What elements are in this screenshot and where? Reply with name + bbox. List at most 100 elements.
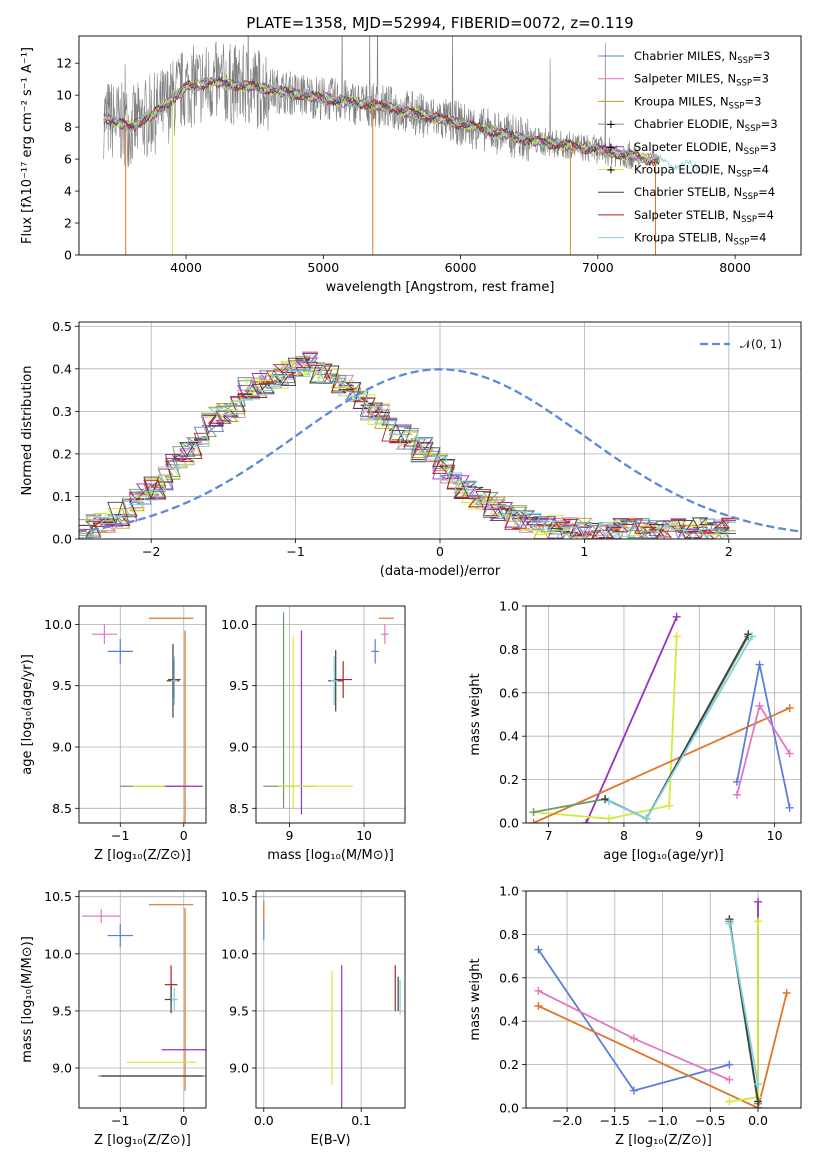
weight-line: [533, 635, 750, 820]
y-tick-label: 0.6: [499, 685, 519, 700]
x-tick-label: −1: [111, 1113, 129, 1128]
y-tick-label: 10.0: [44, 617, 72, 632]
legend-name: Kroupa MILES, N: [634, 94, 729, 108]
weight-marker: [665, 801, 674, 810]
y-tick-label: 10.0: [221, 946, 249, 961]
axes-frame: [78, 890, 207, 1109]
y-tick-label: 10.5: [221, 889, 249, 904]
legend-entry: Kroupa MILES, NSSP=3: [634, 94, 761, 111]
plot-area: [103, 36, 709, 255]
x-tick-label: 8000: [719, 260, 751, 275]
panel-weight-vs-age: 7 8 9 10 0.0 0.2 0.4 0.6 0.8 1.0 age [log₁₀(age/yr…: [468, 599, 802, 863]
histogram-step: [79, 360, 736, 539]
plot-area: [82, 904, 206, 1091]
y-tick-label: 0.0: [499, 816, 519, 831]
legend-entry: Chabrier ELODIE, NSSP=3: [634, 117, 778, 134]
weight-marker: [672, 632, 681, 641]
legend-suffix: =4: [758, 185, 775, 199]
x-tick-label: 6000: [445, 260, 477, 275]
y-axis-label: mass weight: [468, 673, 483, 755]
y-axis-label: Normed distribution: [20, 366, 35, 496]
x-tick-label: 5000: [307, 260, 339, 275]
legend-entry: Salpeter MILES, NSSP=3: [634, 72, 769, 89]
x-tick-label: −0.5: [695, 1113, 725, 1128]
y-tick-label: 0.4: [52, 361, 72, 376]
y-tick-label: 10.0: [44, 946, 72, 961]
y-tick-label: 10: [56, 88, 72, 103]
x-tick-label: 10: [767, 828, 783, 843]
y-tick-label: 12: [56, 56, 72, 71]
x-axis-label: Z [log₁₀(Z/Z⊙)]: [94, 1133, 191, 1148]
x-tick-label: 0: [180, 828, 188, 843]
x-tick-label: −1.5: [600, 1113, 630, 1128]
y-tick-label: 1.0: [499, 884, 519, 899]
y-tick-label: 0.2: [499, 772, 519, 787]
weight-marker: [529, 808, 538, 817]
weight-marker: [754, 897, 763, 906]
observed-spectrum: [103, 36, 640, 170]
axes-frame: [78, 605, 207, 824]
x-tick-label: 7: [545, 828, 553, 843]
weight-marker: [529, 819, 538, 823]
x-axis-label: wavelength [Angstrom, rest frame]: [326, 280, 555, 295]
x-axis-label: mass [log₁₀(M/M⊙)]: [267, 848, 394, 863]
x-tick-label: 1: [580, 544, 588, 559]
plot-area: [529, 612, 794, 823]
panel-age-vs-Z: −1 0 8.5 9.0 9.5 10.0 Z [log₁₀(Z/Z⊙)] age [log₁…: [20, 605, 207, 863]
x-tick-label: 0.1: [351, 1113, 371, 1128]
y-tick-label: 9.5: [52, 1003, 72, 1018]
y-tick-label: 0.2: [499, 1057, 519, 1072]
legend-suffix: =3: [761, 117, 778, 131]
legend-name: Salpeter STELIB, N: [634, 208, 741, 222]
y-tick-label: 9.0: [229, 1061, 249, 1076]
weight-marker: [629, 1086, 638, 1095]
weight-line: [604, 633, 750, 820]
weight-marker: [725, 1060, 734, 1069]
y-tick-label: 0.5: [52, 319, 72, 334]
panel-mass-vs-ebv: 0.0 0.1 9.0 9.5 10.0 10.5 E(B-V): [221, 889, 406, 1148]
axes-frame: [255, 605, 406, 824]
y-tick-label: 0.8: [499, 927, 519, 942]
chart-title: PLATE=1358, MJD=52994, FIBERID=0072, z=0…: [246, 14, 633, 32]
x-tick-label: 2: [725, 544, 733, 559]
y-tick-label: 9.0: [229, 739, 249, 754]
axes-frame: [78, 35, 802, 256]
legend-marker: +: [606, 163, 616, 177]
model-spectrum-line: [103, 76, 709, 177]
legend-suffix: =4: [757, 208, 774, 222]
histogram-step: [79, 355, 736, 539]
legend-entry: Kroupa STELIB, NSSP=4: [634, 231, 766, 248]
y-tick-label: 9.5: [229, 1003, 249, 1018]
plot-area: [263, 612, 394, 815]
y-tick-label: 10.5: [44, 889, 72, 904]
legend-suffix: =3: [753, 49, 770, 63]
legend-name: Chabrier STELIB, N: [634, 185, 742, 199]
legend-sub: SSP: [734, 238, 750, 248]
weight-marker: [582, 819, 591, 823]
legend-entry: 𝒩(0, 1): [740, 337, 782, 351]
weight-marker: [785, 703, 794, 712]
y-tick-label: 6: [64, 152, 72, 167]
weight-marker: [754, 1080, 763, 1089]
x-tick-label: 7000: [582, 260, 614, 275]
x-tick-label: 8: [620, 828, 628, 843]
legend-suffix: =3: [744, 94, 761, 108]
x-tick-label: 10: [356, 828, 372, 843]
legend-sub: SSP: [736, 170, 752, 180]
legend-sub: SSP: [729, 101, 745, 111]
model-spectrum-line: [103, 75, 660, 167]
y-tick-label: 1.0: [499, 599, 519, 614]
legend-suffix: =4: [752, 163, 769, 177]
y-tick-label: 0.6: [499, 970, 519, 985]
weight-marker: [534, 1002, 543, 1011]
weight-line: [608, 635, 753, 820]
panel-spectrum: 4000 5000 6000 7000 8000 0 2 4 6 8 10 12 wavelength …: [20, 14, 802, 295]
x-axis-label: age [log₁₀(age/yr)]: [603, 848, 724, 863]
panel-residuals: −2 −1 0 1 2 0.0 0.1 0.2 0.3 0.4 0.5 (data-model)/er…: [20, 319, 802, 579]
weight-marker: [604, 797, 613, 806]
plot-area: [263, 900, 401, 1108]
axes-frame: [78, 321, 802, 540]
legend-sub: SSP: [737, 56, 753, 66]
panel-age-vs-mass: 9 10 8.5 9.0 9.5 10.0 mass [log₁₀(M/M⊙)]: [221, 605, 406, 863]
y-tick-label: 4: [64, 184, 72, 199]
